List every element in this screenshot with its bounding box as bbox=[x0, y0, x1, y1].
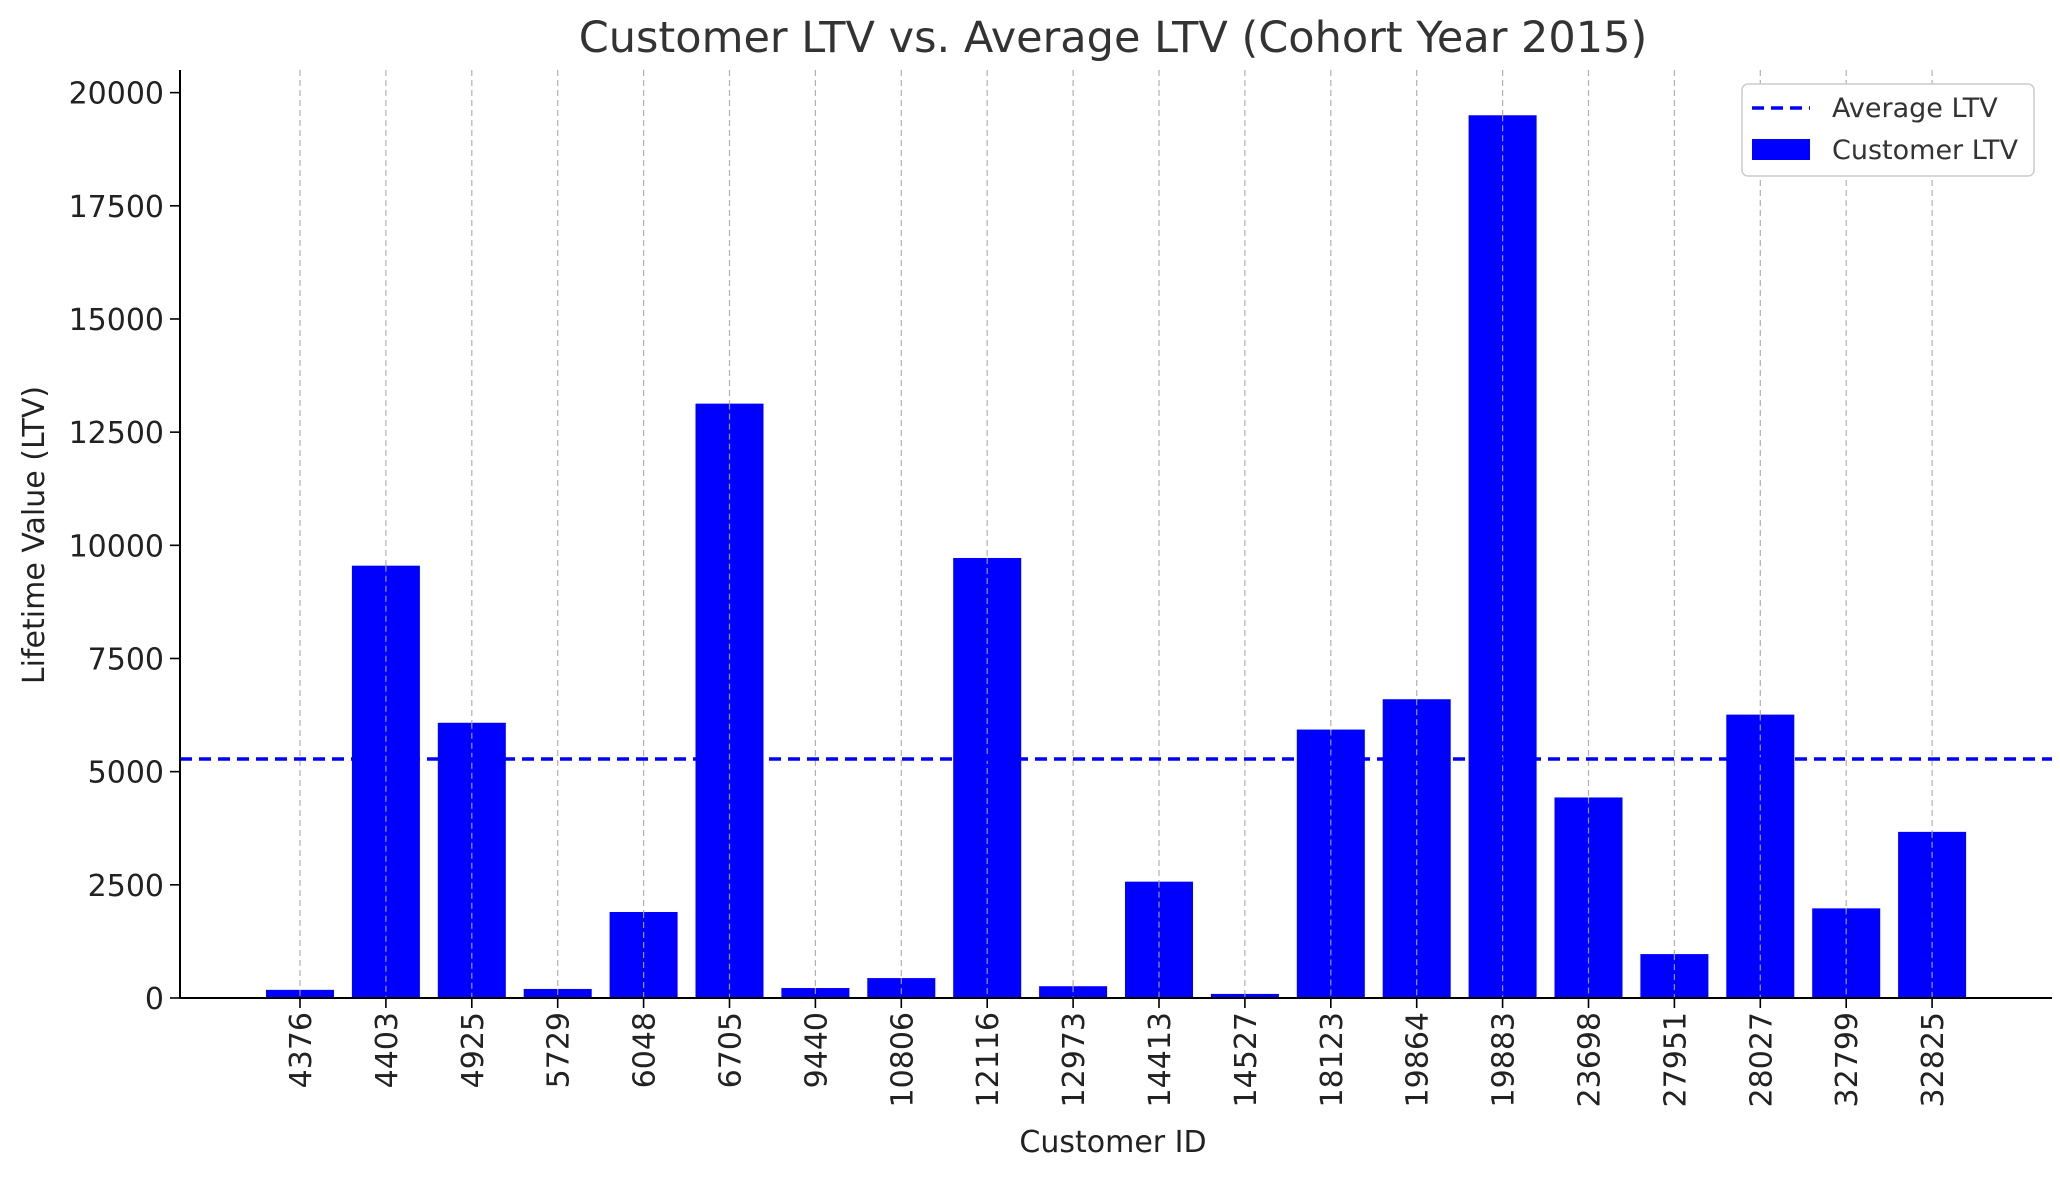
x-tick-label: 6705 bbox=[714, 1012, 749, 1088]
y-tick-label: 2500 bbox=[88, 869, 164, 904]
x-tick-label: 19864 bbox=[1401, 1012, 1436, 1107]
y-tick-label: 12500 bbox=[69, 416, 164, 451]
legend-average-label: Average LTV bbox=[1832, 93, 1998, 124]
x-tick-label: 14527 bbox=[1229, 1012, 1264, 1107]
y-axis-label: Lifetime Value (LTV) bbox=[17, 386, 52, 684]
x-tick-label: 32799 bbox=[1830, 1012, 1865, 1107]
legend-customer-label: Customer LTV bbox=[1832, 135, 2019, 166]
x-tick-label: 4925 bbox=[456, 1012, 491, 1088]
x-tick-label: 27951 bbox=[1658, 1012, 1693, 1107]
legend-customer-swatch bbox=[1752, 139, 1810, 160]
x-tick-label: 12973 bbox=[1057, 1012, 1092, 1107]
bar-19864 bbox=[1382, 699, 1451, 998]
x-tick-label: 12116 bbox=[971, 1012, 1006, 1107]
x-tick-label: 14413 bbox=[1143, 1012, 1178, 1107]
x-tick-label: 18123 bbox=[1315, 1012, 1350, 1107]
x-tick-label: 6048 bbox=[628, 1012, 663, 1088]
bar-14413 bbox=[1125, 881, 1193, 998]
bar-10806 bbox=[867, 978, 936, 998]
x-tick-label: 19883 bbox=[1487, 1012, 1522, 1107]
x-tick-labels: 4376 4403 4925 5729 6048 6705 9440 10806 12116 12… bbox=[284, 1012, 1951, 1107]
x-tick-label: 23698 bbox=[1573, 1012, 1608, 1107]
x-tick-label: 32825 bbox=[1916, 1012, 1951, 1107]
y-tick-label: 17500 bbox=[69, 190, 164, 225]
x-tick-label: 4403 bbox=[370, 1012, 405, 1088]
y-tick-label: 15000 bbox=[69, 303, 164, 338]
legend: Average LTV Customer LTV bbox=[1741, 83, 2035, 177]
y-tick-label: 5000 bbox=[88, 756, 164, 791]
y-tick-label: 20000 bbox=[69, 77, 164, 112]
y-tick-label: 0 bbox=[145, 982, 164, 1017]
y-tick-labels: 0 2500 5000 7500 10000 12500 15000 17500 20000 bbox=[69, 77, 164, 1017]
x-tick-label: 10806 bbox=[885, 1012, 920, 1107]
x-axis-label: Customer ID bbox=[1019, 1125, 1206, 1160]
x-tick-label: 28027 bbox=[1744, 1012, 1779, 1107]
x-tick-label: 9440 bbox=[799, 1012, 834, 1088]
x-tick-label: 5729 bbox=[542, 1012, 577, 1088]
x-tick-label: 4376 bbox=[284, 1012, 319, 1088]
y-tick-label: 7500 bbox=[88, 642, 164, 677]
chart-title: Customer LTV vs. Average LTV (Cohort Yea… bbox=[579, 13, 1648, 63]
legend-box bbox=[1741, 83, 2035, 177]
y-tick-label: 10000 bbox=[69, 529, 164, 564]
bars bbox=[266, 115, 1967, 998]
axes bbox=[170, 70, 2052, 1008]
